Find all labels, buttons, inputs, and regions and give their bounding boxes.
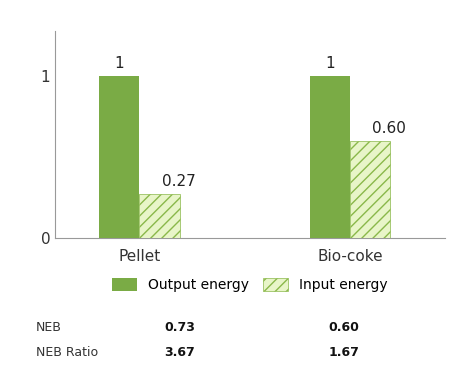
Text: 0.27: 0.27	[162, 174, 196, 189]
Text: 1: 1	[115, 56, 124, 71]
Legend: Output energy, Input energy: Output energy, Input energy	[112, 278, 388, 292]
Text: 1: 1	[325, 56, 335, 71]
Bar	[310, 76, 350, 238]
Text: 1.67: 1.67	[328, 346, 359, 359]
Text: 3.67: 3.67	[165, 346, 195, 359]
Text: 0.60: 0.60	[372, 121, 406, 136]
Text: NEB: NEB	[36, 321, 62, 334]
Bar	[99, 76, 140, 238]
Bar	[140, 194, 179, 238]
Text: 0.60: 0.60	[328, 321, 359, 334]
Text: NEB Ratio: NEB Ratio	[36, 346, 98, 359]
Text: 0.73: 0.73	[164, 321, 196, 334]
Bar	[350, 141, 391, 238]
